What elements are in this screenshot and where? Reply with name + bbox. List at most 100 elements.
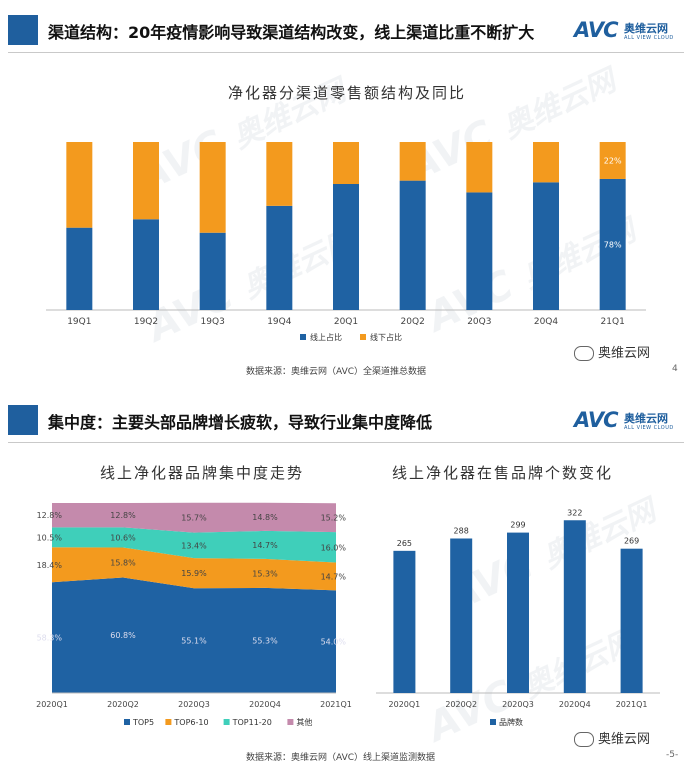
slide-2: 集中度：主要头部品牌增长疲软，导致行业集中度降低 AVC 奥维云网 ALL VI… xyxy=(0,390,692,763)
data-label: 288 xyxy=(454,526,469,535)
bar-offline xyxy=(66,142,93,228)
x-tick-label: 21Q1 xyxy=(601,317,625,327)
legend-label: TOP5 xyxy=(132,718,154,727)
x-tick-label: 2020Q4 xyxy=(249,700,281,709)
legend-label: 其他 xyxy=(296,717,312,727)
logo-name-cn: 奥维云网 xyxy=(624,22,668,35)
x-tick-label: 20Q4 xyxy=(534,317,559,327)
wechat-icon xyxy=(574,346,594,361)
slide-1: 渠道结构：20年疫情影响导致渠道结构改变，线上渠道比重不断扩大 AVC 奥维云网… xyxy=(0,0,692,380)
bar-online xyxy=(599,178,626,310)
data-label: 18.4% xyxy=(37,561,63,570)
data-label: 14.8% xyxy=(252,513,278,522)
data-label: 265 xyxy=(397,539,412,548)
x-tick-label: 2020Q3 xyxy=(178,700,210,709)
bar-online xyxy=(266,205,293,310)
area-top11-20 xyxy=(52,527,336,563)
data-label: 60.8% xyxy=(110,631,136,640)
legend-label: 品牌数 xyxy=(499,717,523,727)
chart-2-stacked-area: 58.3% 60.8% 55.1% 55.3% 54.0% 18.4% 15.8% 15.9%… xyxy=(36,502,352,727)
bar-brand-count xyxy=(507,532,529,693)
chart-3-bar: 265 2020Q1 288 2020Q2 299 2020Q3 322 2020Q4 269 2… xyxy=(376,508,660,727)
data-label: 14.7% xyxy=(252,541,278,550)
data-label: 55.1% xyxy=(181,637,207,646)
data-label: 12.8% xyxy=(37,511,63,520)
slide-1-header: 渠道结构：20年疫情影响导致渠道结构改变，线上渠道比重不断扩大 AVC 奥维云网… xyxy=(0,10,692,50)
header-accent-bar xyxy=(8,405,38,435)
slide-2-title: 集中度：主要头部品牌增长疲软，导致行业集中度降低 xyxy=(48,413,433,432)
data-label: 14.7% xyxy=(321,572,347,581)
x-tick-label: 19Q4 xyxy=(267,317,292,327)
legend-swatch xyxy=(300,334,306,340)
x-tick-label: 19Q1 xyxy=(67,317,91,327)
legend-label: TOP6-10 xyxy=(173,718,208,727)
data-label: 269 xyxy=(624,537,639,546)
header-accent-bar xyxy=(8,15,38,45)
slide-1-title: 渠道结构：20年疫情影响导致渠道结构改变，线上渠道比重不断扩大 xyxy=(48,23,535,42)
data-label: 54.0% xyxy=(321,638,347,647)
x-tick-label: 20Q2 xyxy=(401,317,425,327)
wechat-icon xyxy=(574,732,594,747)
x-tick-label: 2020Q1 xyxy=(36,700,68,709)
logo-name-cn: 奥维云网 xyxy=(624,412,668,425)
chart-2-title: 线上净化器品牌集中度走势 xyxy=(100,464,305,482)
area-top5 xyxy=(52,577,336,693)
x-tick-label: 2020Q2 xyxy=(445,700,477,709)
bar-brand-count xyxy=(563,520,586,693)
chart-1-title: 净化器分渠道零售额结构及同比 xyxy=(228,84,467,102)
data-label: 10.6% xyxy=(110,533,136,542)
logo-brand: AVC xyxy=(574,408,618,432)
data-label: 322 xyxy=(567,508,582,517)
chart-1-stacked-bar: 19Q1 19Q2 19Q3 19Q4 20Q1 20Q2 20Q3 20Q4 78% 22% 21… xyxy=(46,142,646,342)
bar-offline xyxy=(599,142,626,179)
legend-label: TOP11-20 xyxy=(232,718,272,727)
slide-2-page-mark: -5- xyxy=(666,750,679,760)
bar-online xyxy=(466,192,493,310)
data-label: 10.5% xyxy=(37,533,63,542)
legend-label: 线上占比 xyxy=(310,332,342,342)
bar-offline xyxy=(333,142,359,184)
x-tick-label: 2021Q1 xyxy=(320,700,352,709)
bar-online xyxy=(533,182,559,310)
logo-name-en: ALL VIEW CLOUD xyxy=(624,35,674,41)
x-tick-label: 20Q3 xyxy=(467,317,491,327)
bar-online xyxy=(133,219,159,310)
x-tick-label: 2021Q1 xyxy=(616,700,648,709)
slide-1-divider xyxy=(8,52,684,53)
bar-brand-count xyxy=(620,548,643,693)
data-label: 15.7% xyxy=(181,514,207,523)
bar-brand-count xyxy=(393,550,416,693)
data-label: 58.3% xyxy=(37,634,63,643)
x-tick-label: 2020Q1 xyxy=(389,700,421,709)
x-tick-label: 2020Q2 xyxy=(107,700,139,709)
data-label: 16.0% xyxy=(321,543,347,552)
slide-1-page-mark: 4 xyxy=(672,364,678,374)
logo-brand: AVC xyxy=(574,18,618,42)
avc-logo: AVC 奥维云网 ALL VIEW CLOUD xyxy=(574,408,678,438)
wechat-tag: 奥维云网 xyxy=(574,342,650,361)
data-label: 15.9% xyxy=(181,569,207,578)
chart-3-title: 线上净化器在售品牌个数变化 xyxy=(392,464,614,482)
bar-offline xyxy=(533,142,559,183)
bar-online xyxy=(66,227,93,310)
area-other xyxy=(52,502,336,533)
data-label: 13.4% xyxy=(181,541,207,550)
wechat-tag: 奥维云网 xyxy=(574,728,650,747)
bar-online xyxy=(199,232,226,310)
data-label: 15.3% xyxy=(252,569,278,578)
slide-2-divider xyxy=(8,442,684,443)
x-tick-label: 20Q1 xyxy=(334,317,358,327)
bar-offline xyxy=(266,142,293,206)
bar-offline xyxy=(399,142,426,181)
bar-offline xyxy=(466,142,493,193)
logo-name-en: ALL VIEW CLOUD xyxy=(624,425,674,431)
legend-swatch xyxy=(124,719,130,725)
legend-label: 线下占比 xyxy=(370,332,402,342)
slide-2-header: 集中度：主要头部品牌增长疲软，导致行业集中度降低 AVC 奥维云网 ALL VI… xyxy=(0,400,692,440)
data-label: 15.2% xyxy=(321,514,347,523)
data-label: 55.3% xyxy=(252,636,278,645)
bar-brand-count xyxy=(450,538,473,693)
data-label: 22% xyxy=(604,156,622,165)
legend-swatch xyxy=(287,719,294,725)
bar-online xyxy=(399,180,426,310)
